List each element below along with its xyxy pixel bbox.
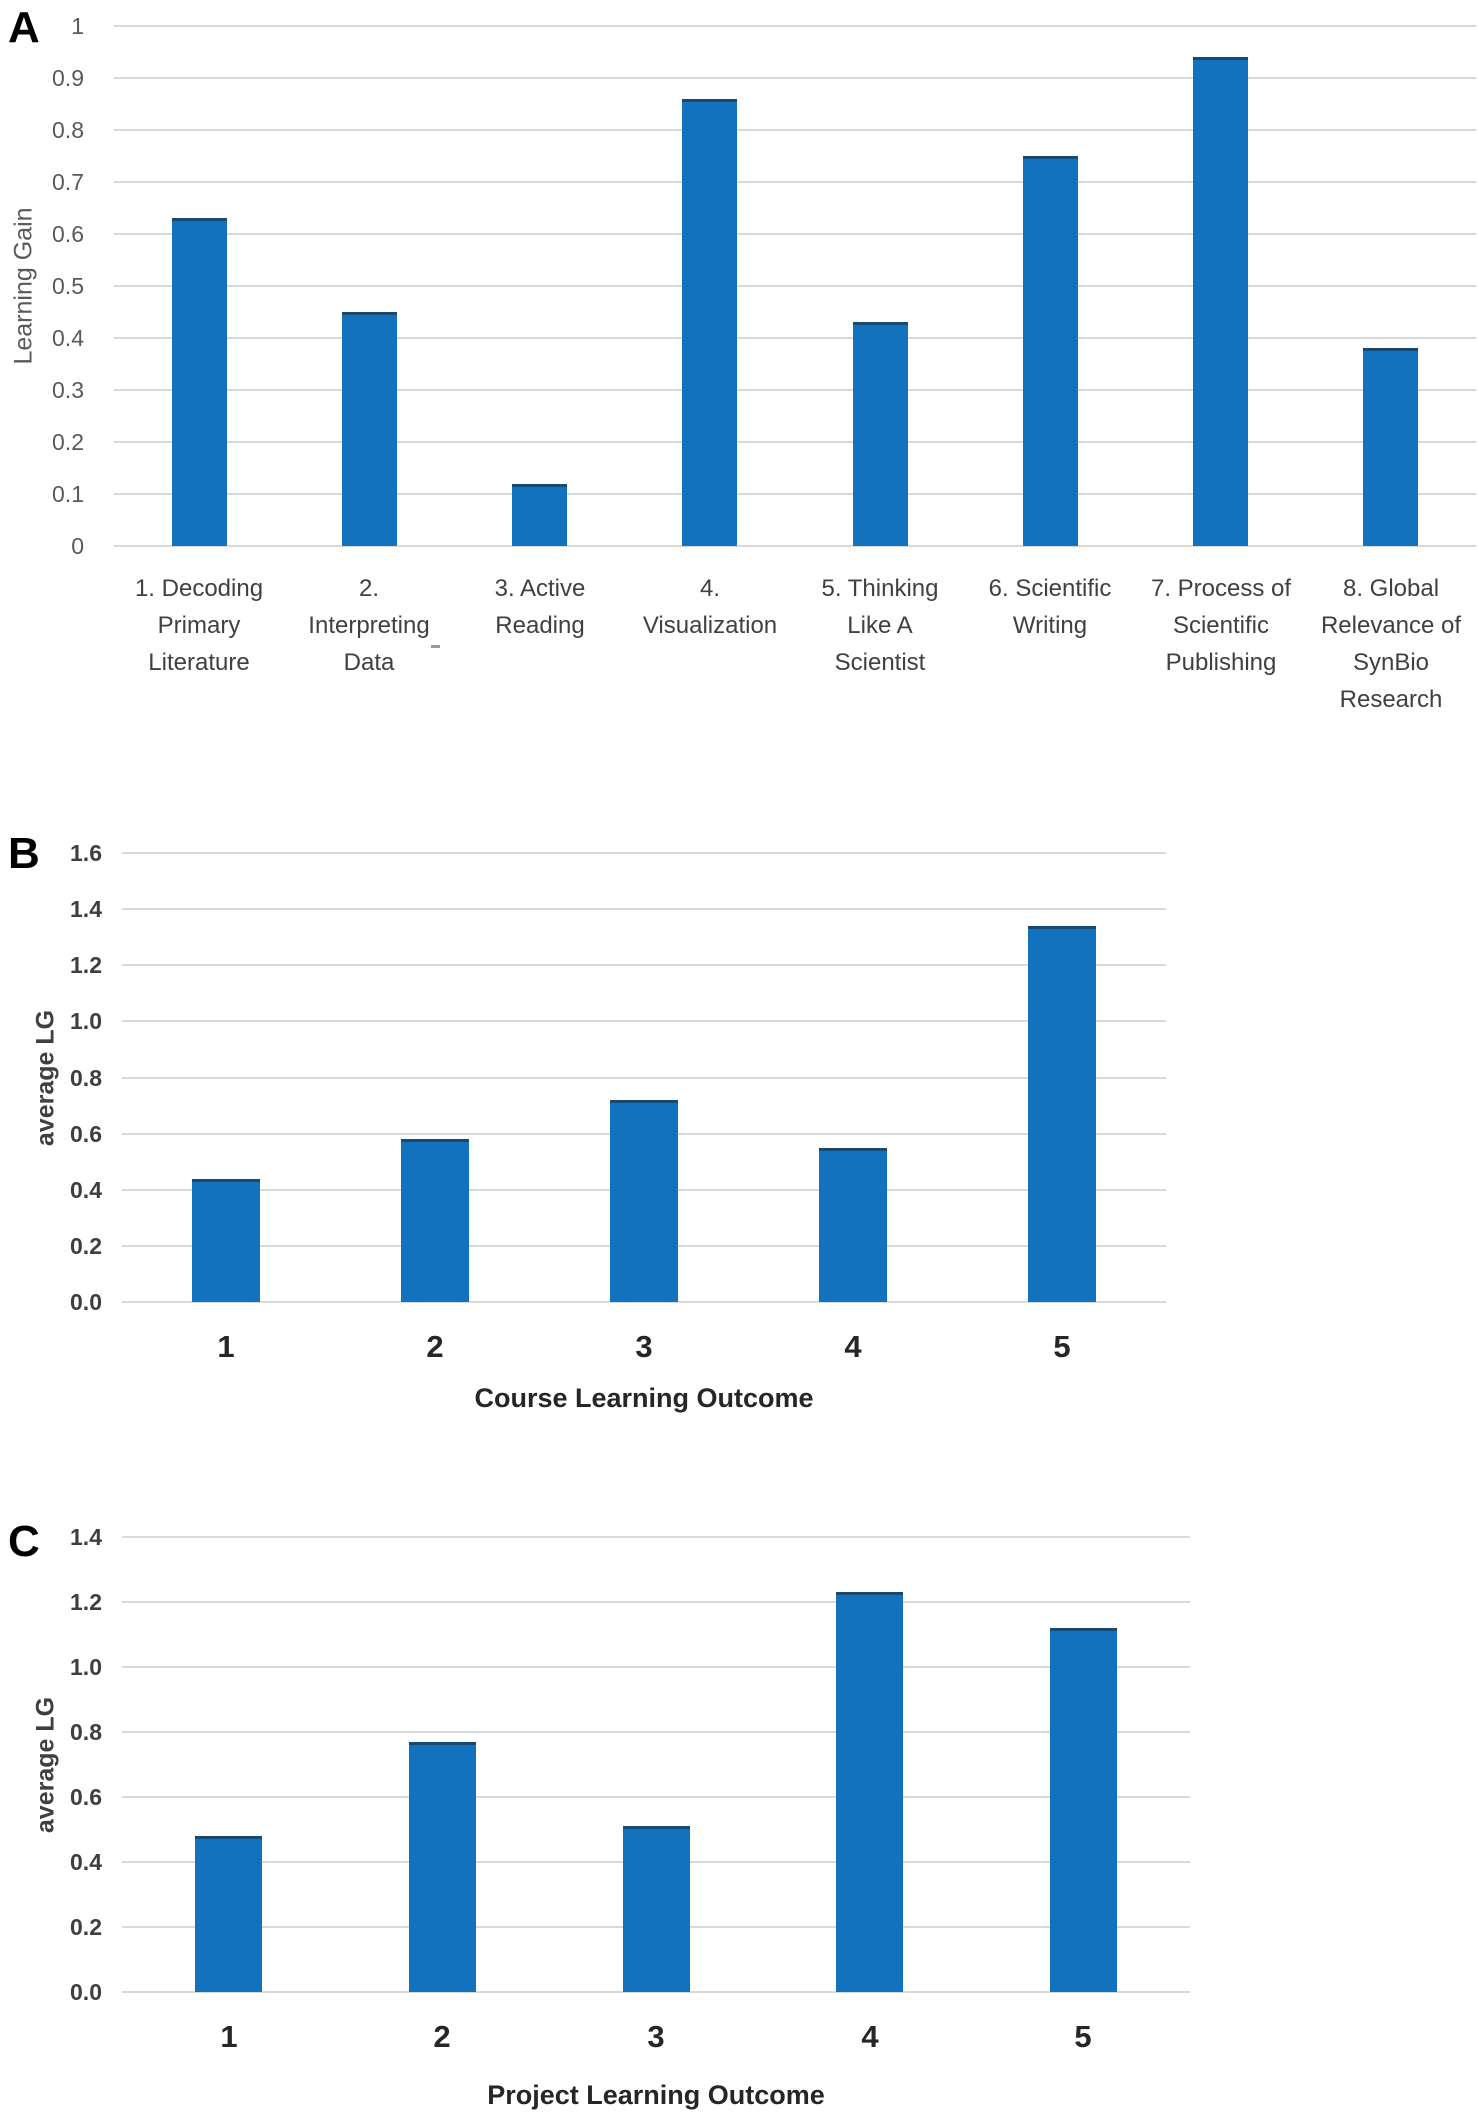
bar-b-4: [819, 1148, 887, 1302]
y-tick-label-b-0.2: 0.2: [70, 1233, 102, 1259]
gridline-c-1.2: [122, 1601, 1190, 1603]
gridline-c-0: [122, 1991, 1190, 1993]
x-category-label-b-2: 2: [426, 1329, 444, 1364]
x-category-label-c-5: 5: [1074, 2019, 1092, 2054]
x-category-label-a-4: 4. Visualization: [642, 575, 778, 639]
bar-b-5: [1028, 926, 1096, 1302]
y-tick-label-c-0.2: 0.2: [70, 1914, 102, 1940]
y-tick-label-a-0.3: 0.3: [52, 377, 84, 403]
x-category-label-c-4: 4: [861, 2019, 879, 2054]
y-tick-label-b-0.4: 0.4: [70, 1177, 102, 1203]
bar-c-1: [195, 1836, 262, 1992]
bar-b-3: [610, 1100, 678, 1302]
x-category-label-a-2: 2. Interpreting Data: [308, 575, 430, 676]
x-category-label-a-8: 8. Global Relevance of SynBio Research: [1320, 575, 1462, 713]
y-tick-label-c-1.4: 1.4: [70, 1524, 102, 1550]
y-tick-label-b-1.2: 1.2: [70, 952, 102, 978]
bar-a-7: [1193, 57, 1248, 546]
y-tick-label-a-0.7: 0.7: [52, 169, 84, 195]
x-category-label-c-2: 2: [433, 2019, 451, 2054]
y-tick-label-a-0.8: 0.8: [52, 117, 84, 143]
gridline-b-0: [122, 1301, 1166, 1303]
y-tick-label-a-0.6: 0.6: [52, 221, 84, 247]
gridline-a-0: [114, 545, 1476, 547]
gridline-a-0.5: [114, 285, 1476, 287]
x-category-label-a-5: 5. Thinking Like A Scientist: [821, 575, 939, 676]
y-tick-label-a-1: 1: [71, 13, 84, 39]
y-tick-label-c-0: 0.0: [70, 1979, 102, 2005]
y-tick-label-c-0.8: 0.8: [70, 1719, 102, 1745]
gridline-b-1: [122, 1020, 1166, 1022]
y-tick-label-b-1: 1.0: [70, 1008, 102, 1034]
x-category-label-b-1: 1: [217, 1329, 235, 1364]
x-axis-title-course-learning-outcome: Course Learning Outcome: [474, 1383, 814, 1413]
x-category-label-a-1: 1. Decoding Primary Literature: [134, 575, 264, 676]
y-tick-label-a-0.1: 0.1: [52, 481, 84, 507]
x-category-label-a-6: 6. Scientific Writing: [988, 575, 1112, 639]
y-tick-label-a-0.2: 0.2: [52, 429, 84, 455]
gridline-b-1.2: [122, 964, 1166, 966]
gridline-c-1: [122, 1666, 1190, 1668]
gridline-a-0.6: [114, 233, 1476, 235]
bar-c-5: [1050, 1628, 1117, 1992]
bar-a-4: [682, 99, 737, 546]
stray-mark: [431, 645, 440, 648]
y-tick-label-b-1.6: 1.6: [70, 840, 102, 866]
gridline-a-0.2: [114, 441, 1476, 443]
bar-a-5: [853, 322, 908, 546]
bar-b-1: [192, 1179, 260, 1302]
x-category-label-b-3: 3: [635, 1329, 653, 1364]
y-tick-label-a-0.9: 0.9: [52, 65, 84, 91]
y-tick-label-b-1.4: 1.4: [70, 896, 102, 922]
gridline-a-0.8: [114, 129, 1476, 131]
bar-b-2: [401, 1139, 469, 1302]
x-category-label-c-1: 1: [220, 2019, 238, 2054]
gridline-a-0.3: [114, 389, 1476, 391]
x-category-label-a-3: 3. Active Reading: [494, 575, 586, 639]
gridline-b-0.8: [122, 1077, 1166, 1079]
gridline-a-1: [114, 25, 1476, 27]
bar-a-1: [172, 218, 227, 546]
x-category-label-a-7: 7. Process of Scientific Publishing: [1150, 575, 1292, 676]
panel-letter-c: C: [8, 1517, 40, 1566]
bar-c-4: [836, 1592, 903, 1992]
gridline-a-0.1: [114, 493, 1476, 495]
bar-a-2: [342, 312, 397, 546]
y-tick-label-c-1.2: 1.2: [70, 1589, 102, 1615]
panel-letter-a: A: [8, 3, 40, 52]
bar-a-3: [512, 484, 567, 546]
gridline-a-0.9: [114, 77, 1476, 79]
bar-c-3: [623, 1826, 690, 1992]
y-tick-label-c-0.4: 0.4: [70, 1849, 102, 1875]
x-category-label-b-4: 4: [844, 1329, 862, 1364]
y-tick-label-b-0.6: 0.6: [70, 1121, 102, 1147]
gridline-c-1.4: [122, 1536, 1190, 1538]
x-category-label-c-3: 3: [647, 2019, 665, 2054]
y-tick-label-a-0: 0: [71, 533, 84, 559]
gridline-b-1.6: [122, 852, 1166, 854]
bar-c-2: [409, 1742, 476, 1992]
gridline-c-0.6: [122, 1796, 1190, 1798]
gridline-c-0.8: [122, 1731, 1190, 1733]
y-tick-label-c-0.6: 0.6: [70, 1784, 102, 1810]
y-tick-label-b-0: 0.0: [70, 1289, 102, 1315]
gridline-b-1.4: [122, 908, 1166, 910]
x-axis-title-project-learning-outcome: Project Learning Outcome: [487, 2080, 825, 2110]
gridline-a-0.7: [114, 181, 1476, 183]
y-tick-label-a-0.4: 0.4: [52, 325, 84, 351]
bar-a-6: [1023, 156, 1078, 546]
x-category-label-b-5: 5: [1053, 1329, 1071, 1364]
panel-letter-b: B: [8, 829, 40, 878]
bar-a-8: [1363, 348, 1418, 546]
gridline-a-0.4: [114, 337, 1476, 339]
y-tick-label-b-0.8: 0.8: [70, 1065, 102, 1091]
y-tick-label-c-1: 1.0: [70, 1654, 102, 1680]
y-tick-label-a-0.5: 0.5: [52, 273, 84, 299]
